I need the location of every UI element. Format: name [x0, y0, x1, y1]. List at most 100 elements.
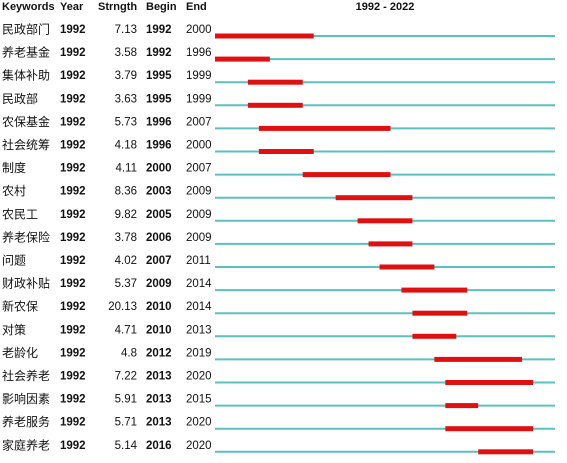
keyword: 对策: [2, 323, 26, 337]
begin: 2013: [146, 417, 172, 429]
year: 1992: [60, 209, 86, 221]
year: 1992: [60, 70, 86, 82]
strength: 3.58: [115, 47, 137, 59]
year: 1992: [60, 301, 86, 313]
end: 2020: [186, 417, 212, 429]
keyword: 老龄化: [2, 346, 38, 360]
strength: 9.82: [115, 209, 137, 221]
strength: 5.37: [115, 278, 137, 290]
burst-bar: [434, 356, 523, 362]
begin: 2010: [146, 301, 172, 313]
header: Strngth: [98, 1, 137, 13]
strength: 3.79: [115, 70, 137, 82]
strength: 5.73: [115, 116, 137, 128]
keyword: 新农保: [2, 299, 38, 314]
end: 1999: [186, 70, 212, 82]
keyword: 问题: [2, 254, 26, 268]
year: 1992: [60, 417, 86, 429]
keyword: 养老保险: [2, 229, 50, 244]
burst-bar: [379, 264, 435, 270]
keyword: 农村: [2, 184, 26, 198]
strength: 7.22: [115, 371, 137, 383]
header: Keywords: [2, 1, 55, 13]
begin: 1996: [146, 140, 172, 152]
end: 2000: [186, 140, 212, 152]
year: 1992: [60, 47, 86, 59]
end: 2007: [186, 163, 212, 175]
year: 1992: [60, 278, 86, 290]
begin: 2010: [146, 324, 172, 336]
end: 2014: [186, 301, 212, 313]
burst-bar: [401, 287, 468, 293]
header: Begin: [146, 1, 177, 13]
keyword: 养老服务: [2, 414, 50, 429]
begin: 1995: [146, 93, 172, 105]
burst-bar: [445, 380, 534, 385]
end: 2013: [186, 324, 212, 336]
begin: 2009: [146, 278, 172, 290]
burst-bar: [258, 149, 314, 154]
end: 2009: [186, 186, 212, 198]
strength: 3.63: [115, 93, 137, 105]
burst-bar: [302, 172, 391, 178]
year: 1992: [60, 347, 86, 359]
burst-bar: [412, 333, 457, 339]
year: 1992: [60, 116, 86, 128]
burst-bar: [445, 426, 534, 432]
burst-bar: [215, 56, 270, 62]
begin: 2013: [146, 394, 172, 406]
burst-bar: [368, 241, 413, 247]
begin: 2007: [146, 255, 172, 267]
keyword: 财政补贴: [2, 277, 50, 291]
year: 1992: [60, 140, 86, 152]
burst-bar: [478, 449, 534, 455]
strength: 8.36: [115, 186, 137, 198]
begin: 2012: [146, 347, 172, 359]
begin: 1995: [146, 70, 172, 82]
begin: 1992: [146, 24, 172, 36]
burst-bar: [445, 403, 479, 409]
end: 2019: [186, 347, 212, 359]
keyword: 农保基金: [2, 114, 50, 129]
strength: 4.18: [115, 140, 137, 152]
strength: 5.71: [115, 417, 137, 429]
strength: 7.13: [115, 24, 137, 36]
strength: 4.8: [121, 347, 137, 359]
strength: 4.02: [115, 255, 137, 267]
begin: 2013: [146, 371, 172, 383]
keyword: 家庭养老: [2, 437, 50, 452]
begin: 2005: [146, 209, 172, 221]
keyword: 民政部门: [2, 22, 50, 37]
burst-bar: [258, 125, 391, 131]
begin: 1992: [146, 47, 172, 59]
burst-bar: [247, 102, 303, 108]
year: 1992: [60, 440, 86, 452]
burst-bar: [215, 33, 314, 39]
end: 2020: [186, 440, 212, 452]
begin: 2000: [146, 163, 172, 175]
strength: 4.71: [115, 324, 137, 336]
year: 1992: [60, 371, 86, 383]
end: 2011: [186, 255, 211, 267]
strength: 3.78: [115, 232, 137, 244]
year: 1992: [60, 232, 86, 244]
begin: 2016: [146, 440, 172, 452]
keyword: 民政部: [2, 91, 38, 106]
period-title: 1992 - 2022: [356, 1, 415, 13]
burst-bar: [247, 79, 303, 85]
end: 1996: [186, 47, 212, 59]
keyword: 制度: [2, 160, 26, 175]
keyword: 集体补助: [2, 68, 50, 83]
keyword: 社会统筹: [2, 137, 50, 152]
end: 2014: [186, 278, 212, 290]
end: 2009: [186, 209, 212, 221]
year: 1992: [60, 255, 86, 267]
begin: 1996: [146, 116, 172, 128]
keyword: 养老基金: [2, 45, 50, 60]
end: 2009: [186, 232, 212, 244]
strength: 5.91: [115, 394, 137, 406]
keyword: 农民工: [2, 207, 38, 221]
header: Year: [60, 1, 84, 13]
year: 1992: [60, 186, 86, 198]
